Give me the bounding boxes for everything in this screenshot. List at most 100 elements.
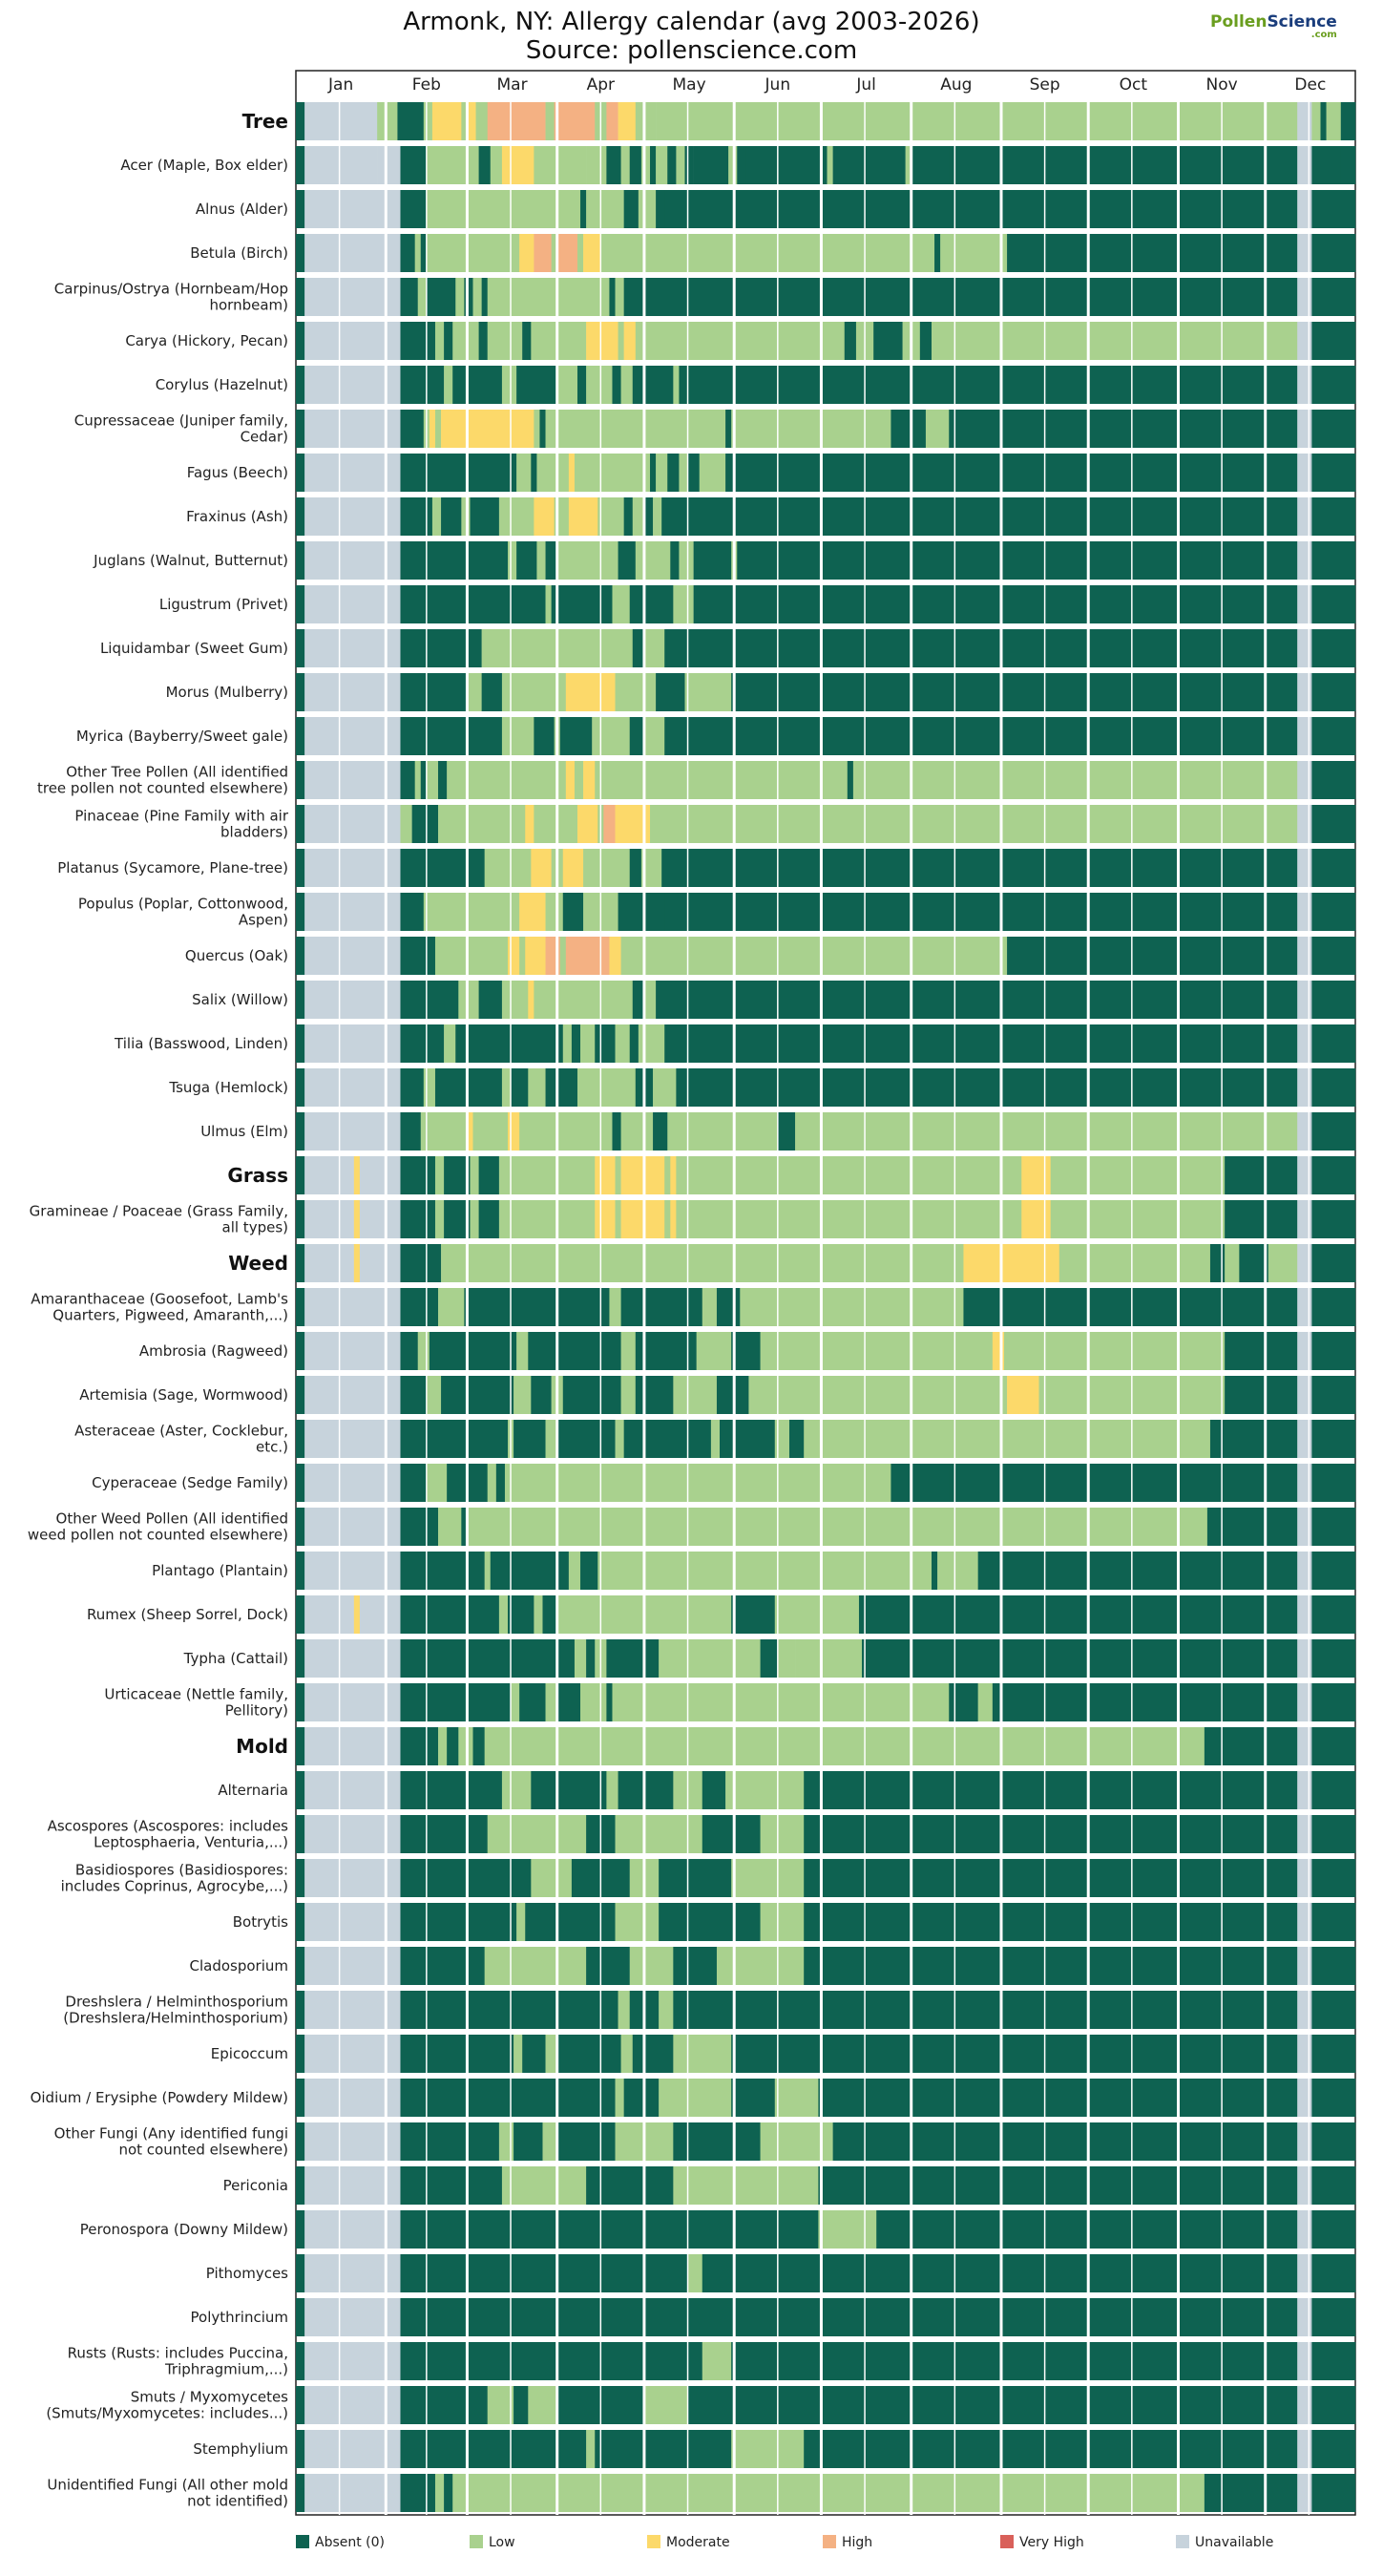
- heat-cell: [525, 1903, 616, 1941]
- heat-cell: [737, 541, 1298, 580]
- heat-cell: [615, 2079, 624, 2117]
- heat-cell: [534, 1595, 543, 1634]
- heat-cell: [426, 1376, 442, 1414]
- heat-cell: [434, 937, 509, 975]
- month-label: Aug: [940, 75, 972, 95]
- heat-cell: [580, 1552, 598, 1590]
- heat-cell: [1297, 1771, 1312, 1809]
- heat-cell: [1297, 2035, 1312, 2073]
- heat-cell: [804, 1903, 1298, 1941]
- heat-cell: [1311, 1024, 1356, 1063]
- row-label: Cupressaceae (Juniper family,: [74, 412, 288, 430]
- heat-cell: [615, 1024, 631, 1063]
- heat-cell: [565, 937, 610, 975]
- heat-cell: [484, 849, 532, 887]
- heat-cell: [467, 1508, 1208, 1546]
- heat-cell: [615, 1815, 703, 1853]
- heat-cell: [475, 102, 489, 140]
- heat-cell: [464, 1288, 610, 1326]
- heat-cell: [600, 234, 935, 272]
- heat-cell: [296, 454, 305, 492]
- heat-cell: [417, 278, 428, 316]
- heat-cell: [400, 1683, 512, 1721]
- heat-cell: [400, 1024, 445, 1063]
- row-label: Other Tree Pollen (All identified: [66, 764, 288, 781]
- heat-cell: [1320, 102, 1327, 140]
- heat-cell: [623, 1420, 712, 1458]
- heat-cell: [1311, 541, 1356, 580]
- heat-cell: [1297, 278, 1312, 316]
- heat-cell: [1297, 717, 1312, 755]
- heat-cell: [431, 497, 442, 536]
- heat-cell: [702, 2342, 732, 2380]
- row-label: Triphragmium,...): [164, 2361, 288, 2378]
- heat-cell: [534, 497, 555, 536]
- heat-cell: [461, 102, 468, 140]
- heat-cell: [562, 893, 584, 931]
- heat-cell: [545, 1068, 578, 1107]
- heat-cell: [818, 2079, 1298, 2117]
- heat-cell: [420, 761, 428, 799]
- row-label: Artemisia (Sage, Wormwood): [79, 1386, 288, 1404]
- heat-cell: [296, 2386, 305, 2424]
- heat-cell: [586, 190, 607, 228]
- heat-cell: [444, 1024, 456, 1063]
- heat-cell: [467, 673, 482, 711]
- heat-cell: [562, 1024, 573, 1063]
- heat-cell: [795, 1112, 1298, 1151]
- heat-cell: [1297, 1244, 1312, 1282]
- row-label: Periconia: [223, 2177, 288, 2194]
- heat-cell: [551, 234, 557, 272]
- heat-cell: [444, 2474, 453, 2512]
- heat-cell: [1311, 1332, 1356, 1370]
- heat-cell: [1297, 2342, 1312, 2380]
- heat-cell: [534, 981, 634, 1019]
- heat-cell: [519, 1683, 546, 1721]
- heat-cell: [296, 1771, 305, 1809]
- heat-cell: [635, 541, 671, 580]
- heat-cell: [501, 2166, 587, 2205]
- heat-cell: [725, 410, 732, 448]
- heat-cell: [643, 717, 665, 755]
- heat-cell: [804, 1815, 1298, 1853]
- heat-cell: [664, 1024, 1298, 1063]
- heat-cell: [911, 146, 950, 184]
- heat-cell: [618, 322, 624, 360]
- heat-cell: [1297, 2474, 1312, 2512]
- heat-cell: [679, 541, 694, 580]
- heat-cell: [400, 585, 546, 623]
- heat-cell: [296, 1639, 305, 1678]
- heat-cell: [687, 2254, 703, 2292]
- heat-cell: [534, 146, 543, 184]
- heat-cell: [1311, 1112, 1356, 1151]
- row-label: Rumex (Sheep Sorrel, Dock): [87, 1606, 288, 1623]
- heat-cell: [444, 322, 453, 360]
- heat-cell: [296, 1552, 305, 1590]
- heat-cell: [873, 322, 903, 360]
- heat-cell: [470, 497, 500, 536]
- heat-cell: [516, 1332, 529, 1370]
- legend-swatch-veryhigh: [1000, 2535, 1014, 2548]
- heat-cell: [434, 2474, 445, 2512]
- heat-cell: [400, 322, 436, 360]
- heat-cell: [1297, 1947, 1312, 1985]
- heat-cell: [296, 1683, 305, 1721]
- heat-cell: [377, 102, 398, 140]
- heat-cell: [659, 1991, 674, 2029]
- heat-cell: [1297, 585, 1312, 623]
- heat-cell: [612, 1683, 950, 1721]
- heat-cell: [919, 322, 932, 360]
- heat-cell: [359, 1595, 401, 1634]
- heat-cell: [1311, 1508, 1356, 1546]
- heat-cell: [426, 278, 456, 316]
- heat-cell: [710, 1420, 721, 1458]
- heat-cell: [1297, 1859, 1312, 1897]
- row-label: Myrica (Bayberry/Sweet gale): [76, 728, 288, 745]
- heat-cell: [296, 1112, 305, 1151]
- heat-cell: [434, 322, 445, 360]
- heat-cell: [643, 2386, 688, 2424]
- heat-cell: [583, 761, 596, 799]
- heat-cell: [620, 1332, 637, 1370]
- heat-cell: [400, 2035, 514, 2073]
